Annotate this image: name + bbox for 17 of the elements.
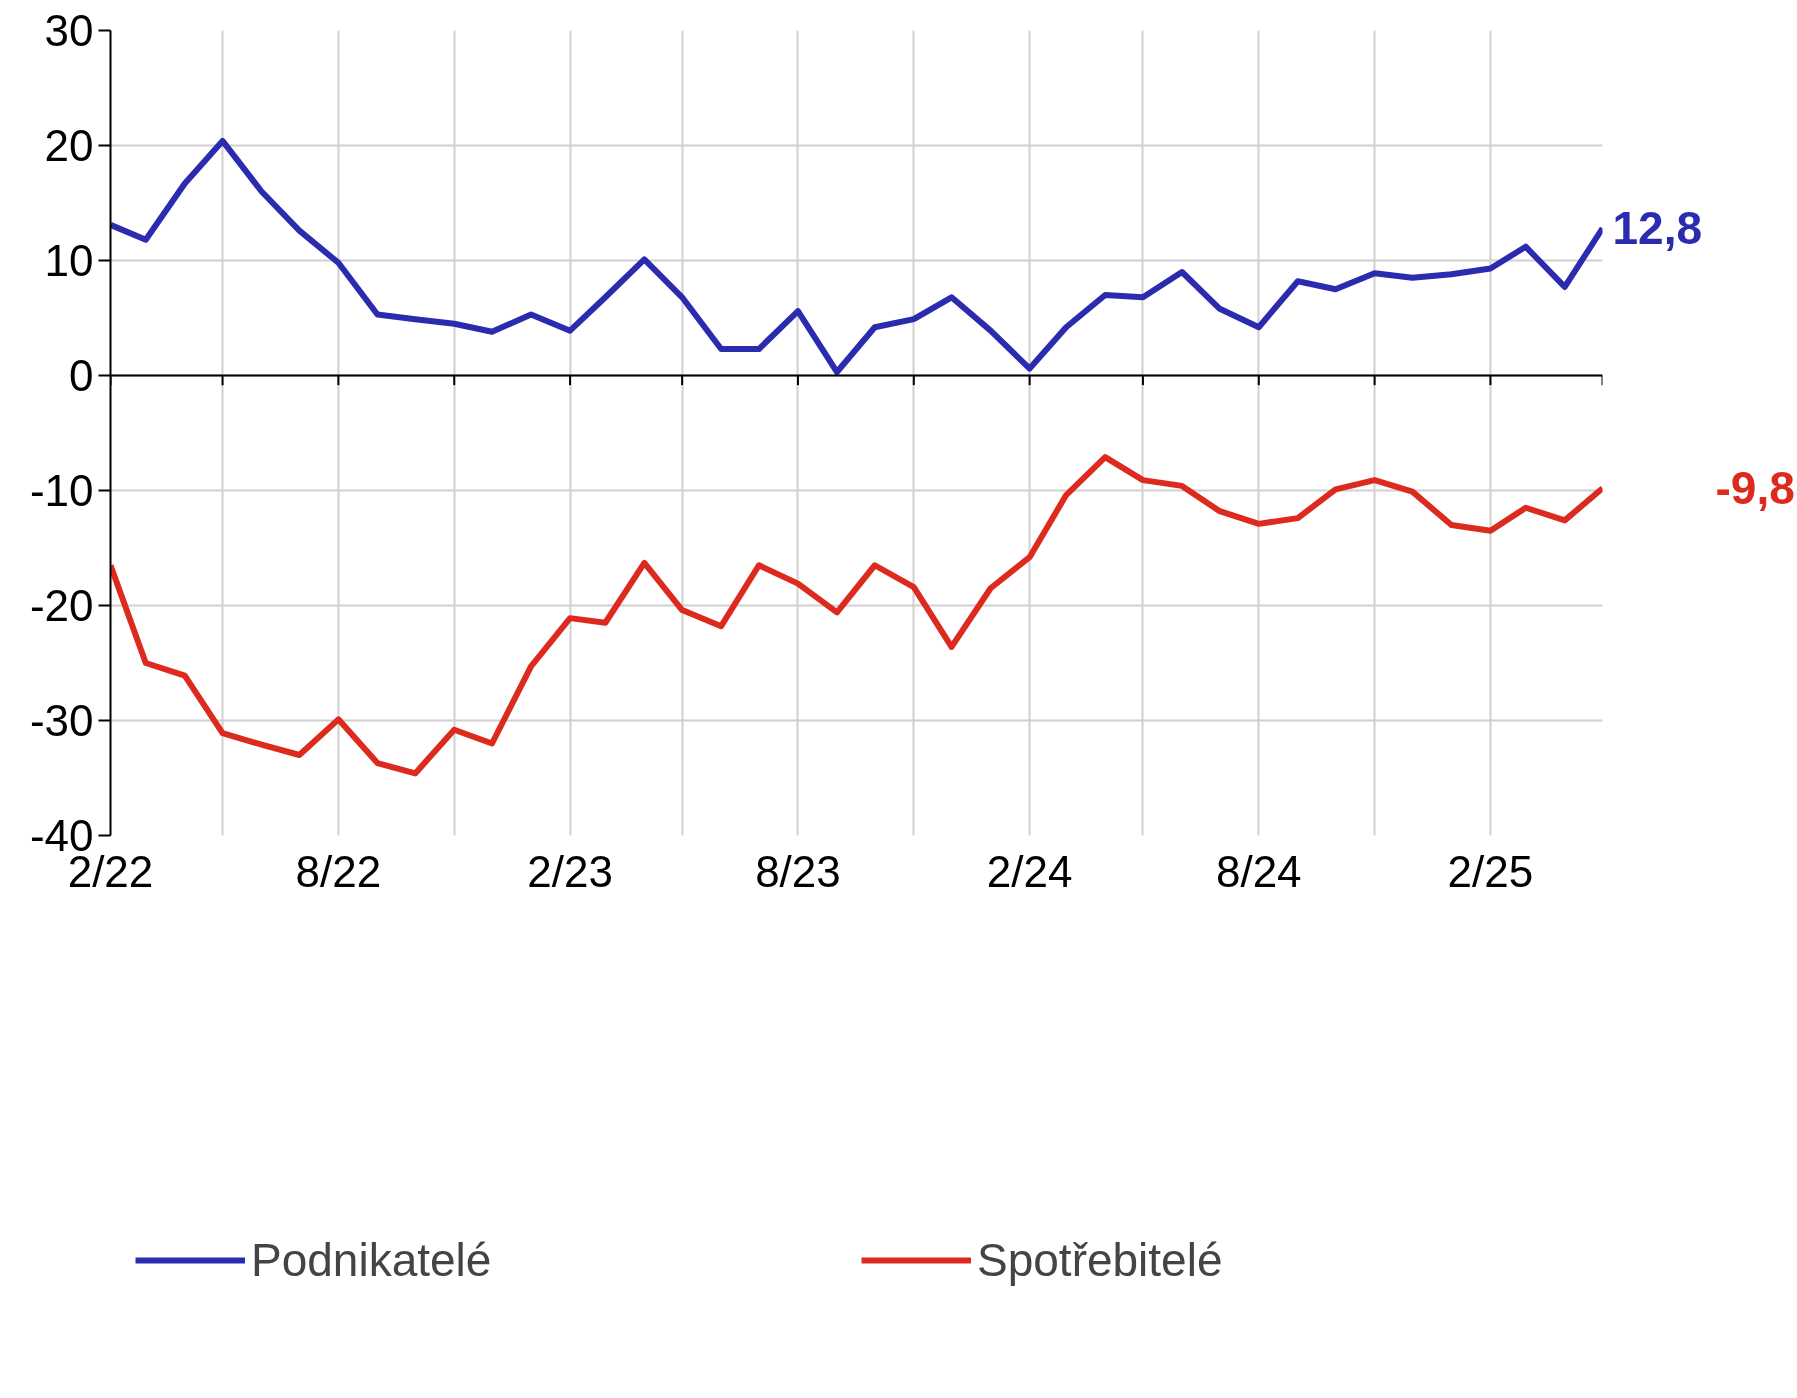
legend-label: Podnikatelé bbox=[251, 1232, 493, 1287]
x-tick-label: 8/24 bbox=[1215, 846, 1302, 896]
x-tick-label: 8/22 bbox=[295, 846, 382, 896]
annotation: -9,8 bbox=[1715, 462, 1795, 515]
y-tick-label: 30 bbox=[44, 6, 94, 55]
y-tick-label: 10 bbox=[44, 236, 94, 285]
x-tick-label: 2/25 bbox=[1447, 846, 1534, 896]
x-tick-label: 2/24 bbox=[986, 846, 1073, 896]
y-tick-label: -20 bbox=[29, 581, 94, 630]
y-tick-label: 0 bbox=[69, 351, 94, 400]
x-tick-label: 8/23 bbox=[755, 846, 841, 896]
y-tick-label: 20 bbox=[44, 121, 94, 170]
x-tick-label: 2/23 bbox=[527, 846, 613, 896]
legend-label: Spotřebitelé bbox=[977, 1232, 1224, 1287]
annotation: 12,8 bbox=[1612, 202, 1703, 255]
y-tick-label: -10 bbox=[29, 466, 94, 515]
y-tick-label: -30 bbox=[29, 696, 94, 745]
